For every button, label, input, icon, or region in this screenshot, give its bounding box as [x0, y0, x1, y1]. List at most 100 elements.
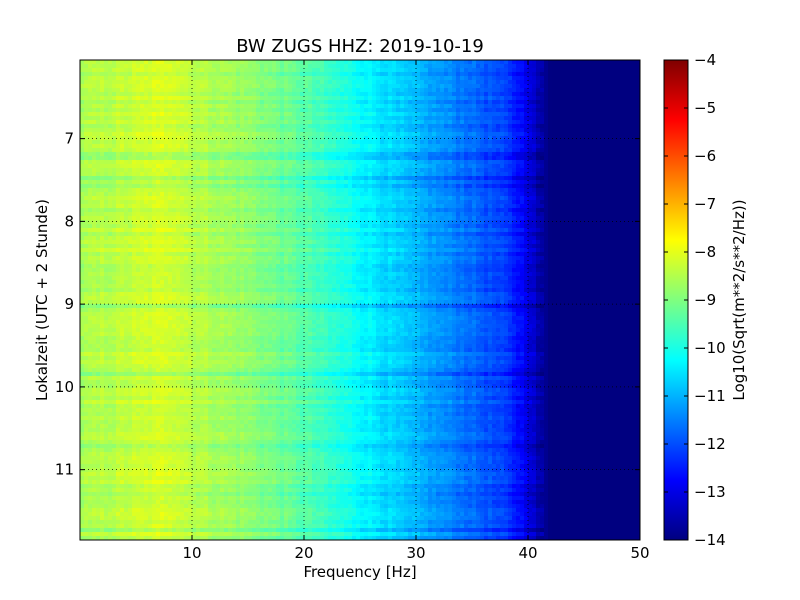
heatmap-cell: [144, 76, 149, 81]
heatmap-cell: [388, 112, 393, 117]
heatmap-cell: [216, 192, 221, 197]
heatmap-cell: [600, 176, 605, 181]
heatmap-cell: [400, 92, 405, 97]
heatmap-cell: [280, 184, 285, 189]
heatmap-cell: [404, 144, 409, 149]
heatmap-cell: [216, 132, 221, 137]
heatmap-cell: [288, 160, 293, 165]
heatmap-cell: [468, 112, 473, 117]
heatmap-cell: [616, 76, 621, 81]
heatmap-cell: [248, 160, 253, 165]
heatmap-cell: [396, 80, 401, 85]
heatmap-cell: [168, 164, 173, 169]
heatmap-cell: [140, 184, 145, 189]
heatmap-cell: [552, 96, 557, 101]
heatmap-cell: [444, 100, 449, 105]
heatmap-cell: [396, 164, 401, 169]
heatmap-cell: [208, 92, 213, 97]
heatmap-cell: [548, 196, 553, 201]
heatmap-cell: [276, 152, 281, 157]
heatmap-cell: [600, 68, 605, 73]
heatmap-cell: [224, 60, 229, 65]
heatmap-cell: [84, 96, 89, 101]
heatmap-cell: [176, 148, 181, 153]
heatmap-cell: [140, 104, 145, 109]
heatmap-cell: [508, 60, 513, 65]
heatmap-cell: [180, 64, 185, 69]
heatmap-cell: [136, 120, 141, 125]
heatmap-cell: [280, 188, 285, 193]
heatmap-cell: [252, 184, 257, 189]
heatmap-cell: [104, 176, 109, 181]
heatmap-cell: [152, 152, 157, 157]
heatmap-cell: [596, 124, 601, 129]
heatmap-cell: [340, 196, 345, 201]
heatmap-cell: [92, 192, 97, 197]
heatmap-cell: [592, 196, 597, 201]
heatmap-cell: [224, 100, 229, 105]
heatmap-cell: [152, 128, 157, 133]
heatmap-cell: [264, 120, 269, 125]
heatmap-cell: [212, 112, 217, 117]
heatmap-cell: [428, 144, 433, 149]
heatmap-cell: [172, 76, 177, 81]
heatmap-cell: [200, 156, 205, 161]
heatmap-cell: [608, 140, 613, 145]
heatmap-cell: [92, 160, 97, 165]
heatmap-cell: [564, 192, 569, 197]
heatmap-cell: [120, 116, 125, 121]
heatmap-cell: [452, 200, 457, 205]
heatmap-cell: [168, 96, 173, 101]
heatmap-cell: [156, 88, 161, 93]
heatmap-cell: [360, 152, 365, 157]
heatmap-cell: [496, 112, 501, 117]
heatmap-cell: [176, 156, 181, 161]
heatmap-cell: [468, 132, 473, 137]
heatmap-cell: [344, 176, 349, 181]
heatmap-cell: [616, 120, 621, 125]
heatmap-cell: [432, 176, 437, 181]
heatmap-cell: [112, 184, 117, 189]
heatmap-cell: [612, 184, 617, 189]
heatmap-cell: [436, 124, 441, 129]
heatmap-cell: [116, 148, 121, 153]
heatmap-cell: [80, 144, 85, 149]
heatmap-cell: [80, 116, 85, 121]
heatmap-cell: [548, 132, 553, 137]
heatmap-cell: [472, 124, 477, 129]
heatmap-cell: [516, 76, 521, 81]
heatmap-cell: [308, 80, 313, 85]
heatmap-cell: [504, 64, 509, 69]
heatmap-cell: [356, 92, 361, 97]
heatmap-cell: [316, 176, 321, 181]
heatmap-cell: [396, 160, 401, 165]
heatmap-cell: [144, 84, 149, 89]
heatmap-cell: [452, 128, 457, 133]
heatmap-cell: [312, 152, 317, 157]
heatmap-cell: [392, 144, 397, 149]
heatmap-cell: [164, 156, 169, 161]
heatmap-cell: [108, 196, 113, 201]
heatmap-cell: [440, 160, 445, 165]
heatmap-cell: [600, 168, 605, 173]
heatmap-cell: [572, 144, 577, 149]
heatmap-cell: [168, 140, 173, 145]
heatmap-cell: [532, 112, 537, 117]
heatmap-cell: [568, 100, 573, 105]
heatmap-cell: [492, 60, 497, 65]
heatmap-cell: [544, 156, 549, 161]
heatmap-cell: [268, 108, 273, 113]
heatmap-cell: [288, 64, 293, 69]
heatmap-cell: [256, 100, 261, 105]
heatmap-cell: [324, 132, 329, 137]
heatmap-cell: [400, 100, 405, 105]
heatmap-cell: [172, 124, 177, 129]
heatmap-cell: [176, 144, 181, 149]
heatmap-cell: [360, 168, 365, 173]
heatmap-cell: [556, 88, 561, 93]
heatmap-cell: [252, 92, 257, 97]
heatmap-cell: [276, 100, 281, 105]
heatmap-cell: [192, 192, 197, 197]
heatmap-cell: [568, 192, 573, 197]
heatmap-cell: [420, 132, 425, 137]
